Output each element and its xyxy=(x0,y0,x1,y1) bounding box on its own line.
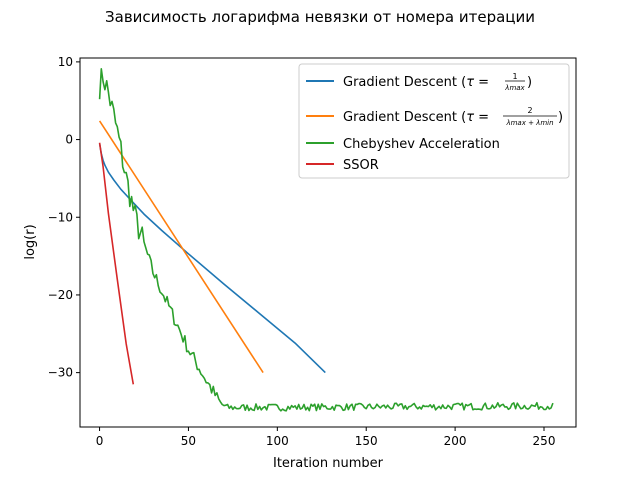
y-tick-label: −30 xyxy=(48,366,73,380)
x-axis-label: Iteration number xyxy=(273,456,384,471)
series-lines xyxy=(98,68,554,412)
legend-item-chebyshev: Chebyshev Acceleration xyxy=(306,137,500,152)
legend-suffix-gd-2: ) xyxy=(558,110,563,125)
legend-label-gd-1: Gradient Descent (τ = xyxy=(343,75,489,90)
x-tick-label: 250 xyxy=(533,434,556,448)
x-axis: 0 50 100 150 200 250 xyxy=(96,427,556,448)
series-line-gd-1 xyxy=(98,143,326,374)
axes-frame xyxy=(79,57,577,428)
legend-fraction-num-gd-1: 1 xyxy=(512,72,517,81)
y-tick-label: −10 xyxy=(48,210,73,224)
y-axis-label: log(r) xyxy=(23,224,38,259)
x-tick-label: 0 xyxy=(96,434,104,448)
legend-item-gd-1: Gradient Descent (τ = 1 λmax ) xyxy=(306,72,532,92)
series-line-ssor xyxy=(98,142,135,385)
chart-title: Зависимость логарифма невязки от номера … xyxy=(105,8,535,26)
series-line-chebyshev xyxy=(98,68,554,412)
x-tick-label: 150 xyxy=(355,434,378,448)
legend-fraction-den-gd-1: λmax xyxy=(504,84,525,92)
y-axis: 10 0 −10 −20 −30 xyxy=(48,55,80,380)
x-tick-label: 50 xyxy=(181,434,196,448)
legend-frame xyxy=(298,63,570,179)
plot-area: 0 50 100 150 200 250 100−10−20−30 xyxy=(48,55,577,448)
legend-item-ssor: SSOR xyxy=(306,158,379,173)
legend-label-chebyshev: Chebyshev Acceleration xyxy=(343,137,500,152)
legend-fraction-num-gd-2: 2 xyxy=(527,106,532,115)
legend-item-gd-2: Gradient Descent (τ = 2 λmax + λmin ) xyxy=(306,106,563,127)
legend: Gradient Descent (τ = 1 λmax ) Gradient … xyxy=(298,63,570,179)
legend-label-ssor: SSOR xyxy=(343,158,379,173)
y-tick-label: −20 xyxy=(48,288,73,302)
legend-suffix-gd-1: ) xyxy=(527,75,532,90)
legend-label-gd-2: Gradient Descent (τ = xyxy=(343,110,489,125)
y-tick-label: 0 xyxy=(65,133,73,147)
series-line-gd-2 xyxy=(98,120,264,374)
y-tick-label: 10 xyxy=(58,55,73,69)
legend-fraction-den-gd-2: λmax + λmin xyxy=(505,119,553,127)
x-tick-label: 100 xyxy=(266,434,289,448)
x-tick-label: 200 xyxy=(444,434,467,448)
